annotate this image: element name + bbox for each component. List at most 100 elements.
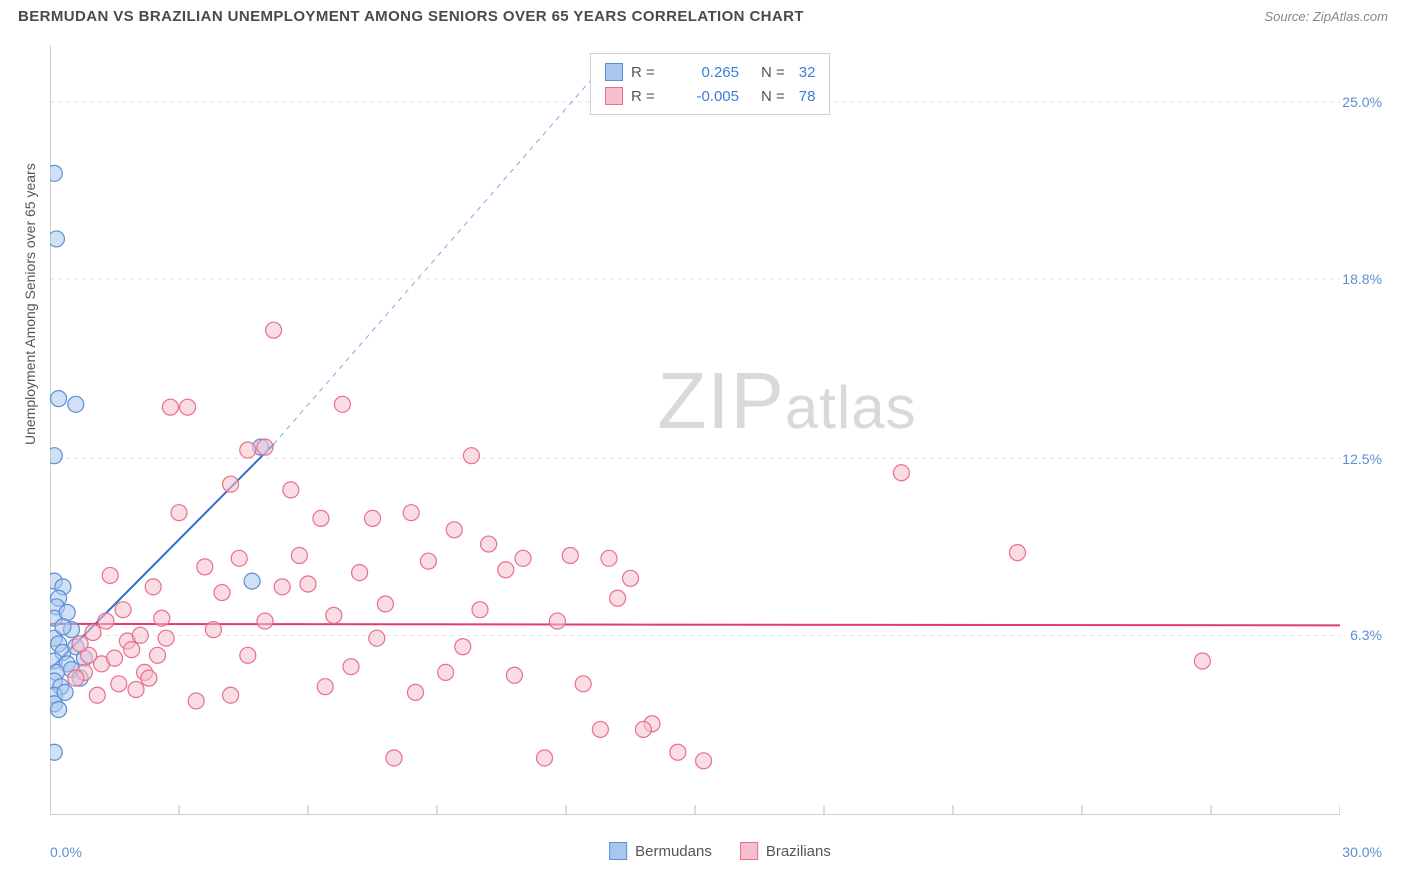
y-grid-label: 25.0%	[1342, 94, 1382, 110]
data-point-brazilians	[463, 448, 479, 464]
data-point-brazilians	[472, 602, 488, 618]
data-point-brazilians	[257, 439, 273, 455]
data-point-brazilians	[214, 585, 230, 601]
data-point-brazilians	[377, 596, 393, 612]
y-grid-label: 6.3%	[1350, 627, 1382, 643]
r-value-brazilians: -0.005	[669, 88, 739, 105]
data-point-bermudans	[51, 701, 67, 717]
legend-swatch-brazilians	[605, 87, 623, 105]
data-point-brazilians	[89, 687, 105, 703]
data-point-brazilians	[102, 567, 118, 583]
series-legend: Bermudans Brazilians	[609, 842, 831, 860]
data-point-bermudans	[50, 744, 62, 760]
data-point-brazilians	[420, 553, 436, 569]
y-grid-label: 12.5%	[1342, 451, 1382, 467]
data-point-brazilians	[537, 750, 553, 766]
data-point-brazilians	[369, 630, 385, 646]
data-point-brazilians	[635, 721, 651, 737]
data-point-brazilians	[623, 570, 639, 586]
data-point-brazilians	[592, 721, 608, 737]
n-label: N =	[761, 88, 785, 105]
r-value-bermudans: 0.265	[669, 64, 739, 81]
data-point-brazilians	[326, 607, 342, 623]
data-point-brazilians	[274, 579, 290, 595]
legend-item-bermudans: Bermudans	[609, 842, 712, 860]
data-point-bermudans	[68, 396, 84, 412]
data-point-brazilians	[124, 642, 140, 658]
n-value-brazilians: 78	[799, 88, 816, 105]
data-point-brazilians	[266, 322, 282, 338]
scatter-plot	[50, 45, 1340, 815]
data-point-brazilians	[562, 547, 578, 563]
data-point-brazilians	[231, 550, 247, 566]
stats-row-bermudans: R = 0.265 N = 32	[605, 60, 815, 84]
data-point-brazilians	[601, 550, 617, 566]
data-point-brazilians	[85, 624, 101, 640]
data-point-brazilians	[481, 536, 497, 552]
data-point-brazilians	[145, 579, 161, 595]
data-point-brazilians	[197, 559, 213, 575]
data-point-brazilians	[141, 670, 157, 686]
data-point-brazilians	[610, 590, 626, 606]
legend-swatch-brazilians	[740, 842, 758, 860]
regression-line-brazilians	[50, 624, 1340, 625]
data-point-bermudans	[50, 231, 64, 247]
data-point-brazilians	[515, 550, 531, 566]
data-point-brazilians	[365, 510, 381, 526]
data-point-brazilians	[158, 630, 174, 646]
data-point-bermudans	[50, 165, 62, 181]
data-point-brazilians	[188, 693, 204, 709]
data-point-brazilians	[386, 750, 402, 766]
n-label: N =	[761, 64, 785, 81]
data-point-brazilians	[506, 667, 522, 683]
y-grid-label: 18.8%	[1342, 271, 1382, 287]
data-point-brazilians	[150, 647, 166, 663]
data-point-brazilians	[98, 613, 114, 629]
data-point-brazilians	[446, 522, 462, 538]
source-name: ZipAtlas.com	[1313, 9, 1388, 24]
legend-swatch-bermudans	[605, 63, 623, 81]
data-point-brazilians	[257, 613, 273, 629]
data-point-brazilians	[291, 547, 307, 563]
data-point-brazilians	[317, 679, 333, 695]
data-point-brazilians	[893, 465, 909, 481]
data-point-brazilians	[498, 562, 514, 578]
data-point-brazilians	[1010, 545, 1026, 561]
legend-label-brazilians: Brazilians	[766, 843, 831, 860]
data-point-brazilians	[343, 659, 359, 675]
r-label: R =	[631, 64, 661, 81]
chart-area: Unemployment Among Seniors over 65 years…	[50, 45, 1390, 835]
x-axis-min-label: 0.0%	[50, 844, 82, 860]
data-point-brazilians	[115, 602, 131, 618]
data-point-bermudans	[55, 619, 71, 635]
data-point-brazilians	[334, 396, 350, 412]
chart-title: BERMUDAN VS BRAZILIAN UNEMPLOYMENT AMONG…	[18, 8, 804, 25]
source-attribution: Source: ZipAtlas.com	[1264, 9, 1388, 24]
data-point-brazilians	[128, 682, 144, 698]
data-point-brazilians	[240, 442, 256, 458]
regression-extrapolation-bermudans	[274, 59, 609, 444]
data-point-brazilians	[352, 565, 368, 581]
data-point-brazilians	[111, 676, 127, 692]
data-point-brazilians	[670, 744, 686, 760]
data-point-bermudans	[51, 391, 67, 407]
y-axis-title: Unemployment Among Seniors over 65 years	[22, 163, 38, 445]
data-point-brazilians	[696, 753, 712, 769]
data-point-brazilians	[162, 399, 178, 415]
data-point-brazilians	[223, 687, 239, 703]
chart-header: BERMUDAN VS BRAZILIAN UNEMPLOYMENT AMONG…	[0, 0, 1406, 29]
data-point-brazilians	[1194, 653, 1210, 669]
data-point-brazilians	[132, 627, 148, 643]
data-point-brazilians	[575, 676, 591, 692]
source-prefix: Source:	[1264, 9, 1312, 24]
n-value-bermudans: 32	[799, 64, 816, 81]
data-point-brazilians	[549, 613, 565, 629]
data-point-brazilians	[408, 684, 424, 700]
data-point-brazilians	[313, 510, 329, 526]
data-point-brazilians	[171, 505, 187, 521]
data-point-brazilians	[223, 476, 239, 492]
data-point-brazilians	[455, 639, 471, 655]
data-point-bermudans	[59, 605, 75, 621]
data-point-brazilians	[154, 610, 170, 626]
data-point-brazilians	[283, 482, 299, 498]
